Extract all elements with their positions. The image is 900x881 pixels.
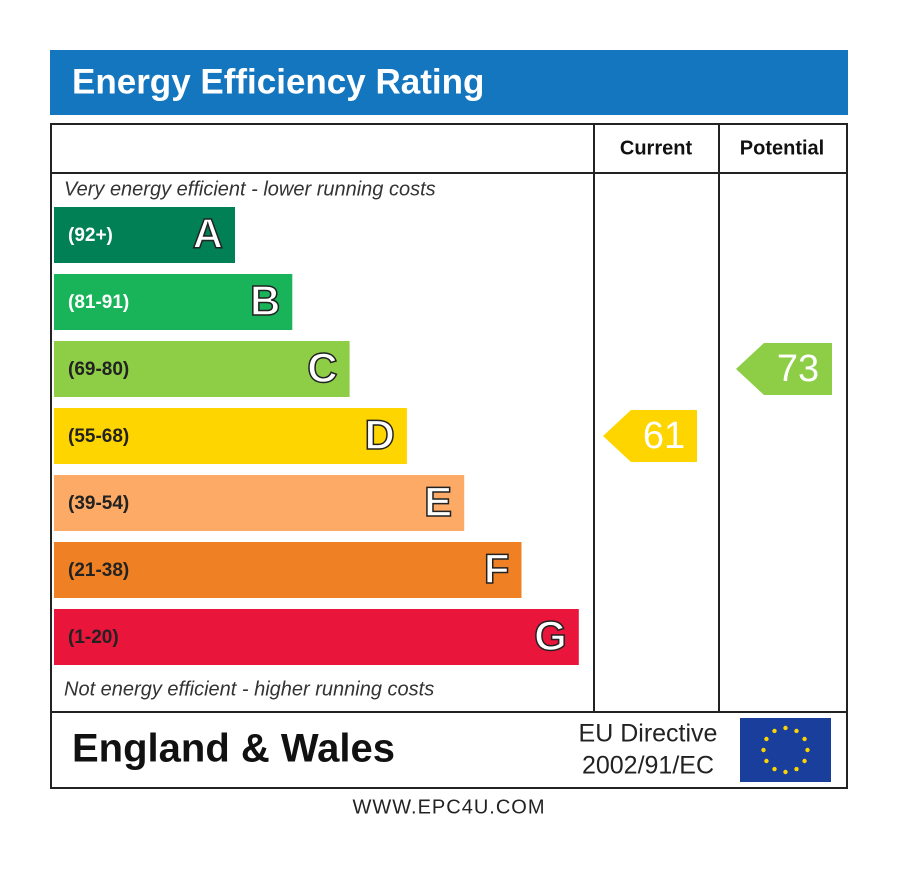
band-bar xyxy=(54,408,407,464)
band-letter: D xyxy=(365,411,395,458)
star xyxy=(794,728,799,734)
star xyxy=(764,736,769,742)
rating-arrow xyxy=(603,410,697,462)
band-bar xyxy=(54,274,293,330)
rating-arrow xyxy=(736,343,832,395)
band-letter: B xyxy=(250,277,280,324)
region: England & Wales xyxy=(72,727,395,771)
rating-value: 73 xyxy=(777,348,819,390)
rating-value: 61 xyxy=(643,415,685,457)
band-range: (21-38) xyxy=(68,560,129,581)
title-bar xyxy=(50,50,848,115)
band-range: (1-20) xyxy=(68,627,119,648)
band-range: (92+) xyxy=(68,225,113,246)
star xyxy=(772,728,777,734)
band-bar xyxy=(54,341,350,397)
band-bar xyxy=(54,207,235,263)
band-range: (69-80) xyxy=(68,359,129,380)
star xyxy=(794,766,799,772)
column-header: Current xyxy=(620,137,693,159)
band-letter: E xyxy=(424,478,452,525)
band-range: (55-68) xyxy=(68,426,129,447)
title: Energy Efficiency Rating xyxy=(72,62,484,101)
column-header: Potential xyxy=(740,137,824,159)
band-range: (39-54) xyxy=(68,493,129,514)
band-letter: G xyxy=(534,612,567,659)
star xyxy=(764,758,769,764)
star xyxy=(802,736,807,742)
frame xyxy=(50,123,848,789)
eu-stars xyxy=(761,725,810,775)
top-note: Very energy efficient - lower running co… xyxy=(64,178,436,200)
band-letter: A xyxy=(193,210,223,257)
star xyxy=(761,747,766,753)
band-letter: C xyxy=(307,344,337,391)
star xyxy=(802,758,807,764)
directive: EU Directive xyxy=(579,720,718,748)
star xyxy=(805,747,810,753)
band-bar xyxy=(54,542,522,598)
band-letter: F xyxy=(484,545,510,592)
band-bar xyxy=(54,475,465,531)
band-bar xyxy=(54,609,579,665)
star xyxy=(783,725,788,731)
bottom-note: Not energy efficient - higher running co… xyxy=(64,678,434,700)
star xyxy=(783,769,788,775)
star xyxy=(772,766,777,772)
directive: 2002/91/EC xyxy=(582,752,714,780)
band-range: (81-91) xyxy=(68,292,129,313)
website: WWW.EPC4U.COM xyxy=(353,796,546,818)
